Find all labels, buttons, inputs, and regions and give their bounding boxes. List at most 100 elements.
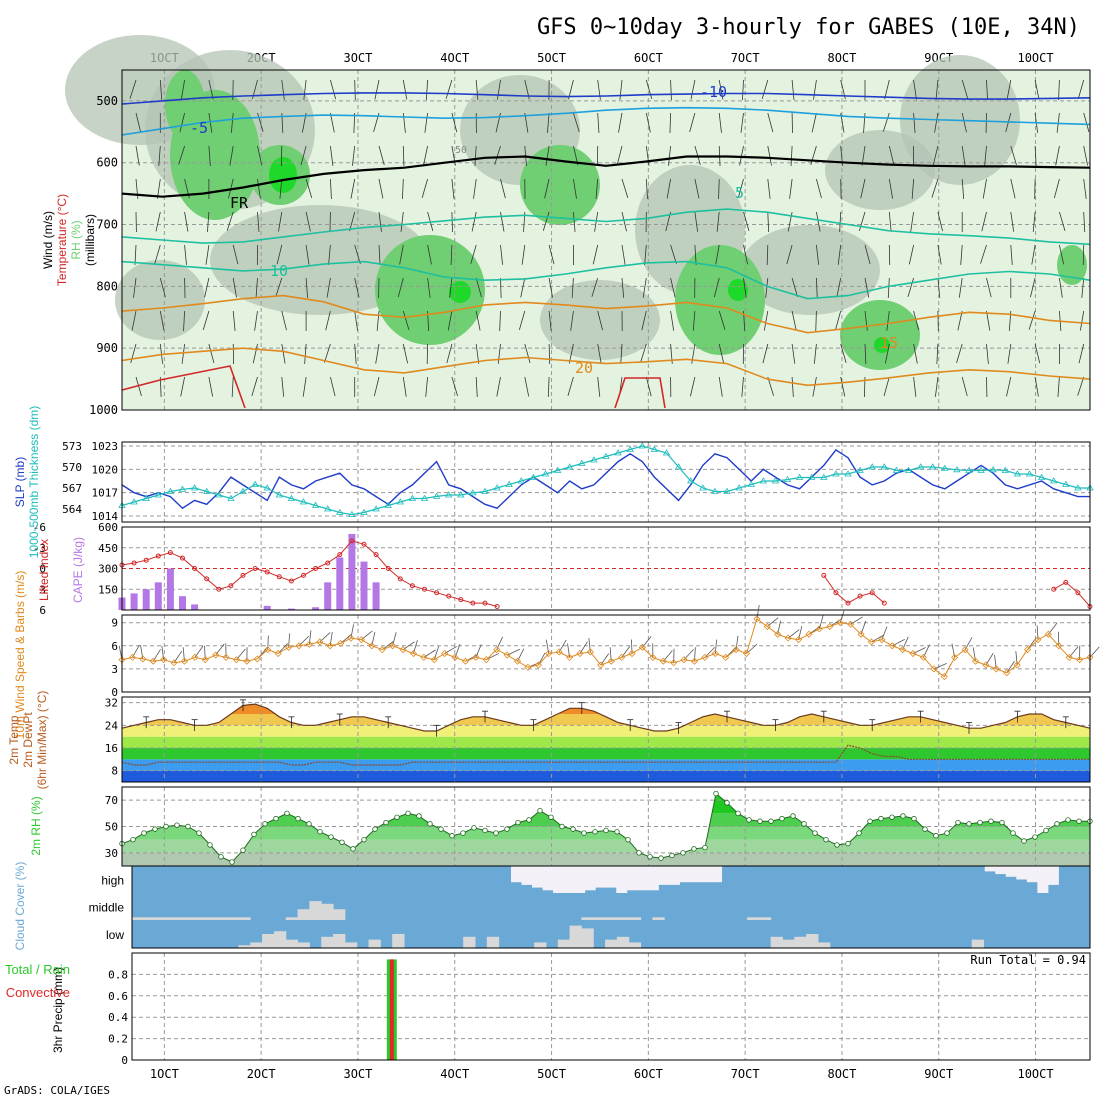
- isotherm-line: [121, 260, 1091, 300]
- cloud-cell: [368, 939, 381, 948]
- rh-point: [988, 818, 994, 824]
- wind-barb: [548, 277, 554, 298]
- wind-barb: [494, 145, 501, 165]
- thickness-point: [154, 491, 163, 498]
- rh-area: [740, 225, 880, 315]
- wind-barb: [692, 310, 696, 331]
- wind-barb: [864, 310, 868, 331]
- rh-high-area: [520, 145, 600, 225]
- wind-speed-point: [1055, 642, 1063, 650]
- y-axis-label: RH (%): [69, 220, 83, 259]
- cape-bar: [372, 582, 380, 610]
- thickness-point: [965, 466, 973, 473]
- wind-speed-point: [607, 657, 615, 665]
- wind-barb: [232, 310, 236, 331]
- lifted-index-point: [264, 569, 270, 575]
- footer-credit: GrADS: COLA/IGES: [4, 1084, 110, 1097]
- rh-point: [251, 831, 257, 838]
- cloud-cell: [1037, 866, 1049, 893]
- wind-barb: [621, 211, 627, 232]
- cape-tick: 600: [98, 521, 118, 534]
- lifted-index-point: [422, 586, 427, 592]
- rh-point: [889, 814, 895, 820]
- wind-barb: [1032, 211, 1036, 232]
- wind-barb: [155, 211, 161, 232]
- wind-barb: [324, 343, 331, 363]
- isotherm-line: [121, 208, 1091, 246]
- isotherm-line: [121, 106, 1091, 136]
- lifted-index-point: [1051, 586, 1057, 592]
- wind-barb: [378, 145, 385, 166]
- wind-barb: [305, 178, 313, 198]
- thickness-point: [941, 464, 949, 471]
- wind-barb: [863, 112, 866, 133]
- thickness-point: [178, 485, 187, 492]
- wind-barb: [230, 112, 234, 133]
- wind-barb: [202, 310, 210, 330]
- isotherm-label: 5: [735, 184, 744, 202]
- cape-bar: [324, 582, 332, 610]
- wind-barb: [986, 343, 989, 364]
- cloud-cell: [616, 917, 630, 920]
- wind-barb: [1034, 343, 1041, 364]
- cloud-cell: [285, 917, 299, 920]
- wind-barb: [840, 376, 846, 397]
- thickness-point: [1049, 477, 1058, 484]
- rh-high-area: [1057, 245, 1087, 285]
- pressure-tick: 500: [96, 94, 118, 108]
- thickness-point: [311, 501, 320, 508]
- thickness-point: [674, 463, 683, 470]
- wind-barb: [231, 376, 234, 397]
- rh-point: [130, 836, 136, 843]
- thickness-point: [190, 484, 199, 491]
- wind-barb: [1081, 277, 1085, 298]
- wind-tick: 9: [111, 617, 118, 630]
- temp2m-panel: 8 16 24 32 2m Temp 2m DewPt (6hr Min/Max) (°C): [7, 691, 1091, 789]
- wind-barb: [1055, 145, 1060, 166]
- wind-barb: [956, 343, 963, 363]
- wind-barb: [810, 145, 817, 165]
- wind-barb: [840, 343, 847, 364]
- wind-barb: [743, 211, 750, 232]
- thickness-point: [239, 487, 247, 494]
- cloud-row-label: high: [101, 874, 124, 888]
- wind-barb: [961, 178, 965, 199]
- rh-point: [746, 817, 752, 823]
- wind-barb: [936, 343, 939, 364]
- rh-point: [724, 800, 730, 806]
- rh-point: [669, 852, 675, 859]
- thickness-point: [215, 491, 223, 498]
- wind-barb: [887, 277, 890, 298]
- cape-bar: [166, 568, 174, 610]
- lifted-index-point: [228, 583, 234, 589]
- wind-speed-point: [482, 656, 490, 664]
- pressure-tick: 800: [96, 279, 118, 293]
- rh-point: [823, 836, 829, 843]
- lifted-index-point: [349, 538, 355, 544]
- wind-barb: [402, 79, 408, 100]
- wind-barb: [718, 376, 723, 397]
- cloud-cover-panel: high middle low Cloud Cover (%): [13, 862, 1091, 950]
- wind-barb: [1053, 178, 1060, 199]
- wind-barb: [281, 343, 286, 364]
- wind-barb: [473, 178, 477, 199]
- cape-bar: [348, 533, 356, 610]
- cloud-cell: [668, 866, 680, 885]
- thickness-point: [408, 494, 417, 501]
- y-axis-label: SLP (mb): [13, 457, 27, 507]
- wind-barb: [620, 343, 623, 364]
- lifted-index-point: [373, 552, 379, 558]
- cloud-cell: [806, 934, 819, 948]
- rh-point: [328, 834, 334, 840]
- thickness-point: [916, 463, 925, 470]
- wind-speed-point: [409, 649, 418, 658]
- thickness-point: [735, 484, 743, 491]
- rh-point: [779, 815, 785, 822]
- wind-barb: [1006, 79, 1012, 100]
- wind-barb: [791, 310, 797, 331]
- wind-barb: [958, 277, 963, 298]
- thickness-point: [227, 494, 235, 501]
- rh-high-area: [675, 245, 765, 355]
- wind-speed-point: [389, 642, 397, 650]
- wind-barb: [591, 277, 599, 297]
